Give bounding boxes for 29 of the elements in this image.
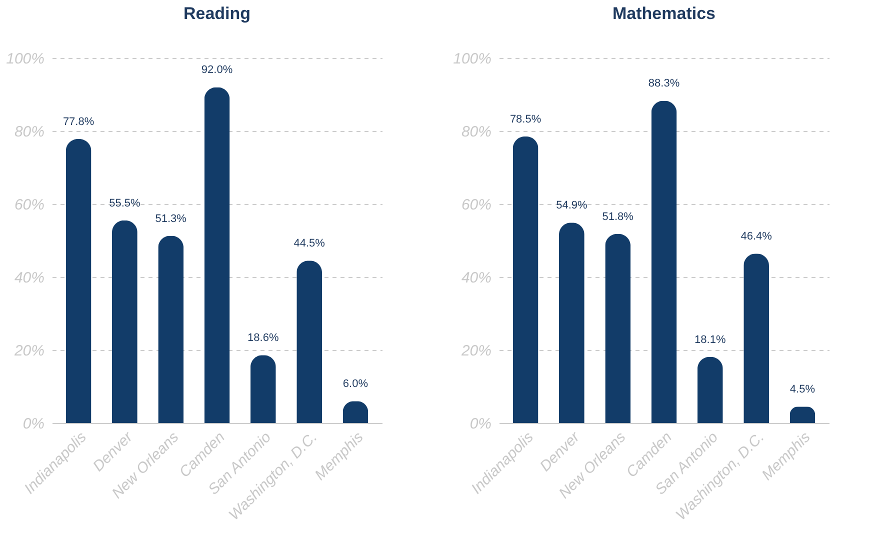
bar: [66, 139, 92, 423]
data-label: 44.5%: [294, 238, 326, 250]
data-label: 92.0%: [201, 64, 233, 76]
data-label: 18.6%: [248, 332, 279, 344]
data-label: 4.5%: [790, 384, 816, 396]
bar: [605, 234, 631, 423]
data-label: 55.5%: [109, 197, 140, 210]
data-label: 77.8%: [62, 116, 94, 128]
bar: [790, 406, 816, 423]
data-label: 51.8%: [602, 210, 634, 223]
data-label: 88.3%: [648, 78, 680, 90]
data-label: 54.9%: [556, 200, 588, 212]
data-label: 51.3%: [155, 212, 187, 225]
chart-title: Mathematics: [612, 4, 716, 23]
bar: [250, 355, 276, 423]
bar: [112, 220, 138, 423]
bar: [697, 356, 723, 423]
chart-title: Reading: [183, 4, 251, 23]
bar: [204, 87, 230, 423]
data-label: 78.5%: [510, 113, 542, 126]
data-label: 6.0%: [342, 378, 368, 390]
bar: [651, 100, 677, 423]
bar: [296, 260, 322, 423]
data-label: 18.1%: [694, 334, 726, 346]
bar: [744, 254, 769, 423]
bar: [158, 236, 184, 423]
data-label: 46.4%: [740, 230, 772, 243]
bar: [512, 136, 538, 423]
bar: [559, 222, 584, 423]
